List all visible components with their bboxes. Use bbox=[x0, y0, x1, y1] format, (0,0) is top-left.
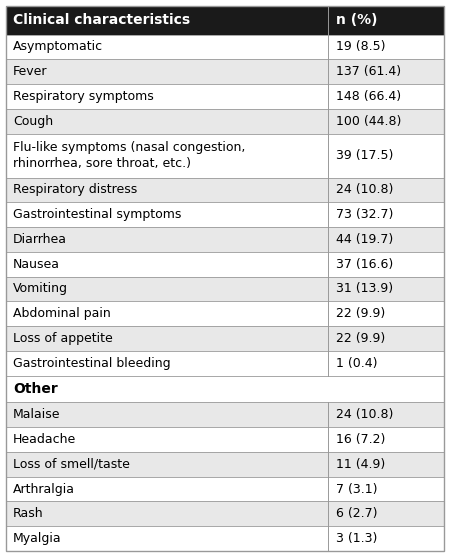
Text: Flu-like symptoms (nasal congestion,
rhinorrhea, sore throat, etc.): Flu-like symptoms (nasal congestion, rhi… bbox=[13, 141, 245, 170]
Bar bbox=[6, 202, 444, 227]
Text: 1 (0.4): 1 (0.4) bbox=[336, 357, 378, 370]
Bar bbox=[6, 427, 444, 452]
Text: 3 (1.3): 3 (1.3) bbox=[336, 532, 377, 545]
Text: Gastrointestinal bleeding: Gastrointestinal bleeding bbox=[13, 357, 171, 370]
Text: 37 (16.6): 37 (16.6) bbox=[336, 258, 393, 271]
Bar bbox=[6, 351, 444, 375]
Text: 11 (4.9): 11 (4.9) bbox=[336, 458, 385, 471]
Text: Gastrointestinal symptoms: Gastrointestinal symptoms bbox=[13, 208, 181, 221]
Bar bbox=[6, 452, 444, 477]
Text: Loss of appetite: Loss of appetite bbox=[13, 332, 113, 345]
Bar bbox=[6, 84, 444, 109]
Text: Vomiting: Vomiting bbox=[13, 282, 68, 295]
Bar bbox=[6, 252, 444, 277]
Text: Myalgia: Myalgia bbox=[13, 532, 62, 545]
Text: Loss of smell/taste: Loss of smell/taste bbox=[13, 458, 130, 471]
Bar bbox=[6, 477, 444, 501]
Text: Abdominal pain: Abdominal pain bbox=[13, 307, 111, 320]
Text: Respiratory symptoms: Respiratory symptoms bbox=[13, 90, 154, 103]
Text: 100 (44.8): 100 (44.8) bbox=[336, 115, 401, 128]
Text: Clinical characteristics: Clinical characteristics bbox=[13, 13, 190, 27]
Text: 137 (61.4): 137 (61.4) bbox=[336, 65, 401, 78]
Text: n (%): n (%) bbox=[336, 13, 378, 27]
Text: 73 (32.7): 73 (32.7) bbox=[336, 208, 393, 221]
Text: Headache: Headache bbox=[13, 433, 76, 446]
Bar bbox=[6, 277, 444, 301]
Bar bbox=[6, 501, 444, 526]
Text: 31 (13.9): 31 (13.9) bbox=[336, 282, 393, 295]
Bar bbox=[6, 227, 444, 252]
Bar bbox=[6, 375, 444, 402]
Text: Cough: Cough bbox=[13, 115, 53, 128]
Text: 22 (9.9): 22 (9.9) bbox=[336, 332, 385, 345]
Text: 24 (10.8): 24 (10.8) bbox=[336, 183, 393, 197]
Text: 19 (8.5): 19 (8.5) bbox=[336, 41, 386, 53]
Bar bbox=[6, 109, 444, 134]
Bar bbox=[6, 326, 444, 351]
Text: Arthralgia: Arthralgia bbox=[13, 482, 75, 496]
Text: 16 (7.2): 16 (7.2) bbox=[336, 433, 385, 446]
Bar bbox=[6, 60, 444, 84]
Text: 7 (3.1): 7 (3.1) bbox=[336, 482, 378, 496]
Text: Nausea: Nausea bbox=[13, 258, 60, 271]
Bar bbox=[6, 178, 444, 202]
Bar bbox=[6, 301, 444, 326]
Text: Malaise: Malaise bbox=[13, 408, 60, 421]
Text: 39 (17.5): 39 (17.5) bbox=[336, 149, 393, 162]
Text: 22 (9.9): 22 (9.9) bbox=[336, 307, 385, 320]
Text: Diarrhea: Diarrhea bbox=[13, 233, 67, 246]
Text: Fever: Fever bbox=[13, 65, 48, 78]
Bar bbox=[6, 526, 444, 551]
Bar bbox=[6, 35, 444, 60]
Text: 6 (2.7): 6 (2.7) bbox=[336, 507, 378, 520]
Text: 24 (10.8): 24 (10.8) bbox=[336, 408, 393, 421]
Text: Other: Other bbox=[13, 382, 58, 396]
Text: Asymptomatic: Asymptomatic bbox=[13, 41, 103, 53]
Bar bbox=[6, 134, 444, 178]
Text: 148 (66.4): 148 (66.4) bbox=[336, 90, 401, 103]
Text: Rash: Rash bbox=[13, 507, 44, 520]
Bar bbox=[6, 402, 444, 427]
Bar bbox=[6, 6, 444, 35]
Text: 44 (19.7): 44 (19.7) bbox=[336, 233, 393, 246]
Text: Respiratory distress: Respiratory distress bbox=[13, 183, 137, 197]
